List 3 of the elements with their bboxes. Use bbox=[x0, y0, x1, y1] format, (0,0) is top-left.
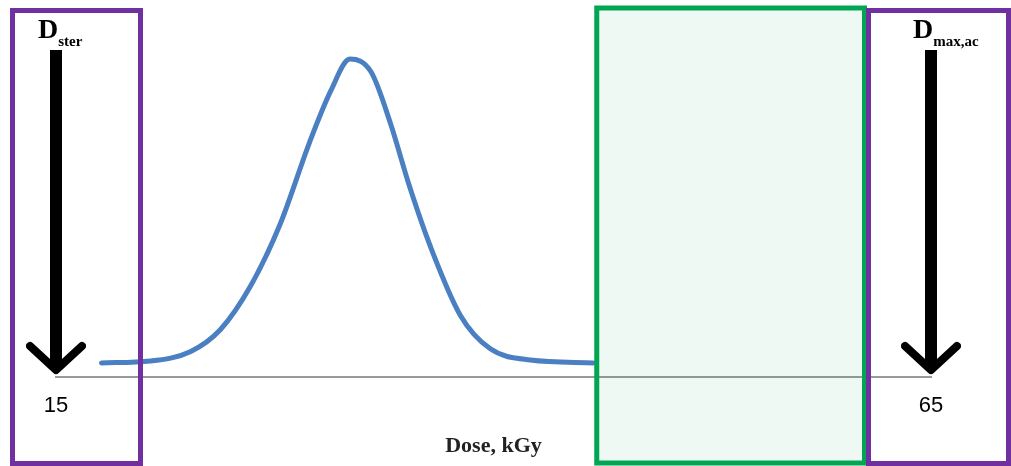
x-axis-title: Dose, kGy bbox=[445, 432, 542, 458]
x-tick-label: 15 bbox=[43, 392, 69, 418]
x-tick-label: 65 bbox=[918, 392, 944, 418]
